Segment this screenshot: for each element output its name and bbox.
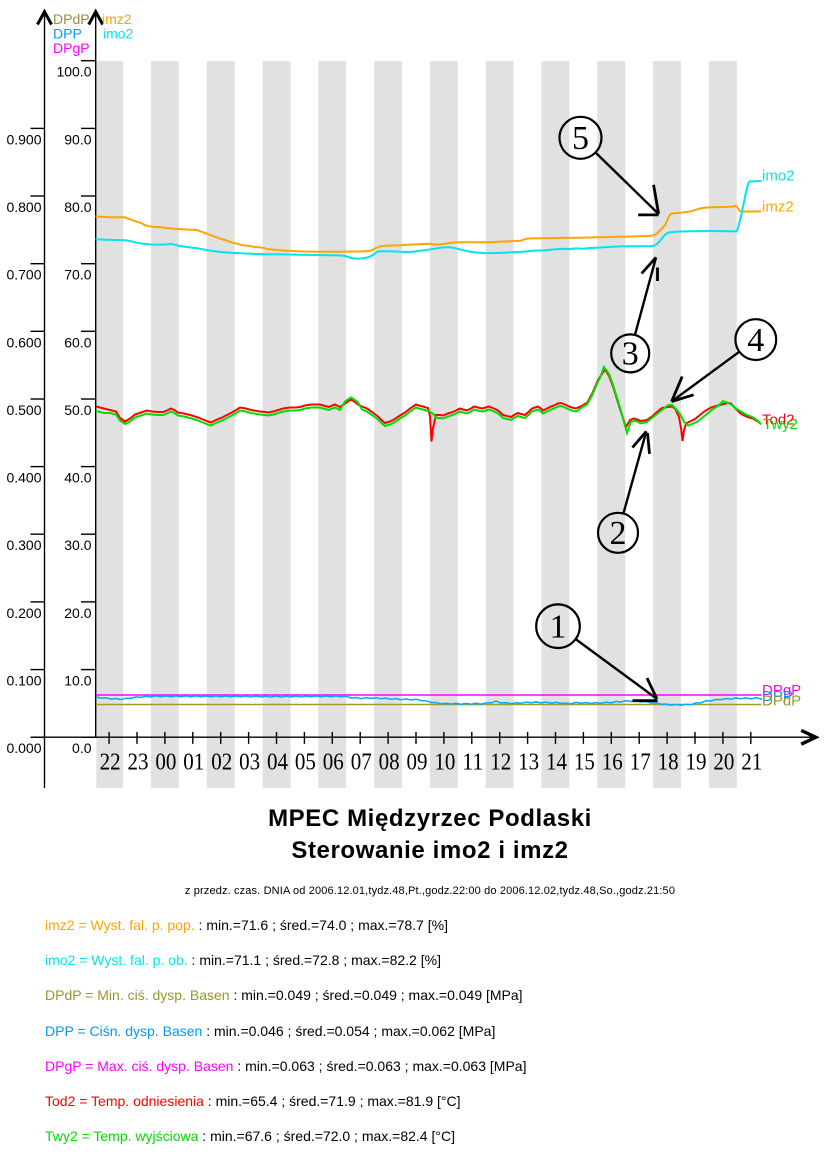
svg-text:30.0: 30.0 [64, 537, 91, 553]
svg-text:22: 22 [100, 749, 121, 775]
svg-text:Tod2: Tod2 [762, 412, 795, 429]
svg-text:4: 4 [747, 322, 764, 359]
svg-text:0.0: 0.0 [72, 740, 92, 756]
svg-text:14: 14 [546, 749, 567, 775]
svg-text:01: 01 [183, 749, 204, 775]
svg-text:21: 21 [741, 749, 762, 775]
svg-text:0.400: 0.400 [6, 470, 41, 486]
svg-text:3: 3 [622, 336, 639, 373]
svg-text:2: 2 [610, 515, 627, 552]
svg-text:100.0: 100.0 [56, 64, 91, 80]
svg-text:0.700: 0.700 [6, 267, 41, 283]
svg-text:50.0: 50.0 [64, 402, 91, 418]
svg-text:0.600: 0.600 [6, 334, 41, 350]
svg-text:0.900: 0.900 [6, 131, 41, 147]
svg-text:00: 00 [155, 749, 176, 775]
svg-text:70.0: 70.0 [64, 267, 91, 283]
svg-text:Twy2: Twy2 [763, 416, 798, 433]
svg-text:20.0: 20.0 [64, 605, 91, 621]
svg-text:DPP: DPP [762, 688, 793, 705]
svg-text:40.0: 40.0 [64, 470, 91, 486]
svg-text:07: 07 [351, 749, 372, 775]
svg-text:04: 04 [267, 749, 288, 775]
svg-text:imo2: imo2 [762, 167, 795, 184]
svg-text:1: 1 [550, 608, 567, 645]
svg-text:80.0: 80.0 [64, 199, 91, 215]
svg-text:10: 10 [434, 749, 455, 775]
svg-text:20: 20 [713, 749, 734, 775]
svg-text:DPdP: DPdP [53, 11, 90, 27]
svg-text:16: 16 [602, 749, 623, 775]
svg-text:19: 19 [686, 749, 707, 775]
svg-text:03: 03 [239, 749, 260, 775]
svg-text:imz2: imz2 [102, 11, 132, 27]
svg-text:0.200: 0.200 [6, 605, 41, 621]
svg-text:13: 13 [518, 749, 539, 775]
svg-text:05: 05 [295, 749, 316, 775]
svg-text:10.0: 10.0 [64, 673, 91, 689]
svg-text:02: 02 [211, 749, 232, 775]
svg-text:08: 08 [379, 749, 400, 775]
svg-text:0.300: 0.300 [6, 537, 41, 553]
svg-text:5: 5 [572, 120, 589, 157]
svg-text:0.800: 0.800 [6, 199, 41, 215]
svg-text:11: 11 [462, 749, 483, 775]
svg-text:12: 12 [490, 749, 511, 775]
svg-text:0.000: 0.000 [6, 740, 41, 756]
svg-text:18: 18 [658, 749, 679, 775]
svg-text:23: 23 [128, 749, 149, 775]
svg-text:DPgP: DPgP [762, 682, 801, 699]
svg-text:DPgP: DPgP [53, 40, 90, 56]
svg-text:DPdP: DPdP [762, 692, 801, 709]
svg-text:90.0: 90.0 [64, 131, 91, 147]
svg-text:imz2: imz2 [762, 198, 794, 215]
svg-text:60.0: 60.0 [64, 334, 91, 350]
svg-text:09: 09 [407, 749, 428, 775]
svg-text:0.500: 0.500 [6, 402, 41, 418]
svg-text:0.100: 0.100 [6, 673, 41, 689]
svg-text:DPP: DPP [53, 26, 82, 42]
svg-text:06: 06 [323, 749, 344, 775]
svg-text:15: 15 [574, 749, 595, 775]
svg-text:imo2: imo2 [103, 26, 134, 42]
svg-text:17: 17 [630, 749, 651, 775]
